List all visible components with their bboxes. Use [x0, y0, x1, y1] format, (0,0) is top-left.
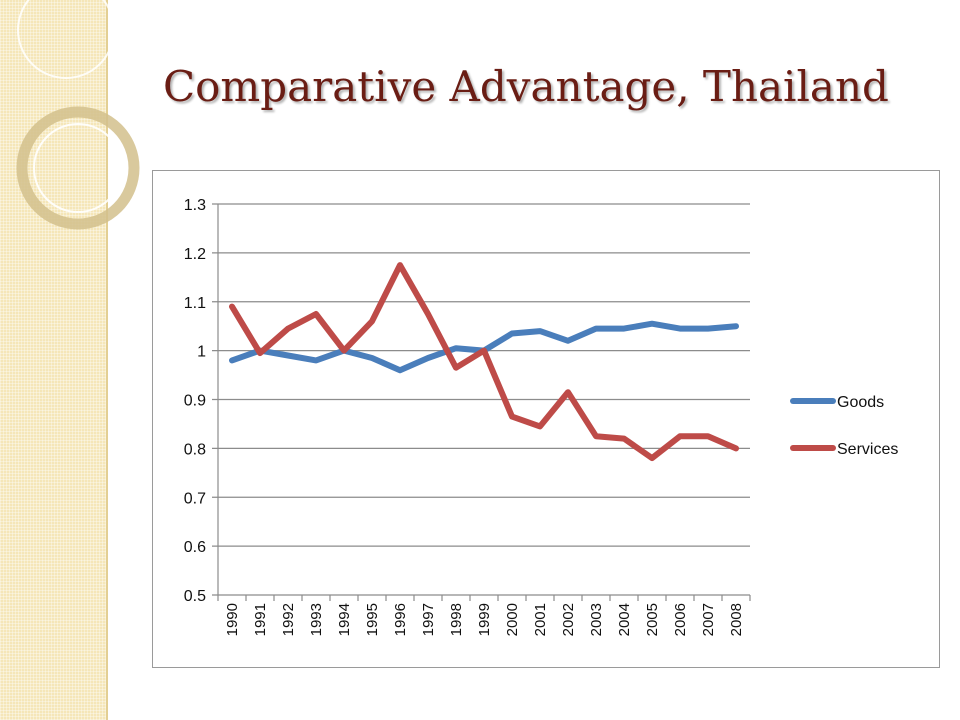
x-tick-label: 2001 — [532, 603, 549, 636]
y-tick-label: 1 — [197, 344, 206, 361]
y-tick-label: 0.8 — [184, 441, 206, 458]
y-tick-label: 0.9 — [184, 393, 206, 410]
x-tick-label: 2006 — [672, 603, 689, 636]
y-tick-label: 0.7 — [184, 490, 206, 507]
x-tick-label: 2007 — [700, 603, 717, 636]
x-tick-label: 2005 — [644, 603, 661, 636]
decorative-side-strip — [0, 0, 108, 720]
x-tick-label: 2004 — [616, 603, 633, 636]
legend-label: Services — [837, 441, 898, 458]
x-tick-label: 1996 — [392, 603, 409, 636]
chart-area: 0.5 0.6 0.7 0.8 0.9 1 1.1 1.2 1.3 1990 1991 1992 199… — [152, 170, 940, 668]
x-tick-label: 1993 — [308, 603, 325, 636]
x-tick-label: 1998 — [448, 603, 465, 636]
slide-title: Comparative Advantage, Thailand — [163, 62, 889, 111]
line-chart: 0.5 0.6 0.7 0.8 0.9 1 1.1 1.2 1.3 1990 1991 1992 199… — [184, 197, 899, 636]
x-tick-label: 1994 — [336, 603, 353, 636]
legend-label: Goods — [837, 394, 884, 411]
x-tick-label: 1990 — [224, 603, 241, 636]
x-tick-label: 1999 — [476, 603, 493, 636]
y-tick-label: 0.5 — [184, 588, 206, 605]
y-tick-label: 1.3 — [184, 197, 206, 214]
x-tick-label: 1991 — [252, 603, 269, 636]
x-tick-label: 1997 — [420, 603, 437, 636]
x-tick-label: 1995 — [364, 603, 381, 636]
x-tick-label: 1992 — [280, 603, 297, 636]
y-tick-label: 1.1 — [184, 295, 206, 312]
x-tick-label: 2000 — [504, 603, 521, 636]
series-line-services — [229, 262, 739, 462]
x-tick-label: 2002 — [560, 603, 577, 636]
y-tick-label: 1.2 — [184, 246, 206, 263]
series-line-goods — [229, 320, 739, 374]
x-tick-label: 2003 — [588, 603, 605, 636]
x-tick-label: 2008 — [728, 603, 745, 636]
y-tick-label: 0.6 — [184, 539, 206, 556]
